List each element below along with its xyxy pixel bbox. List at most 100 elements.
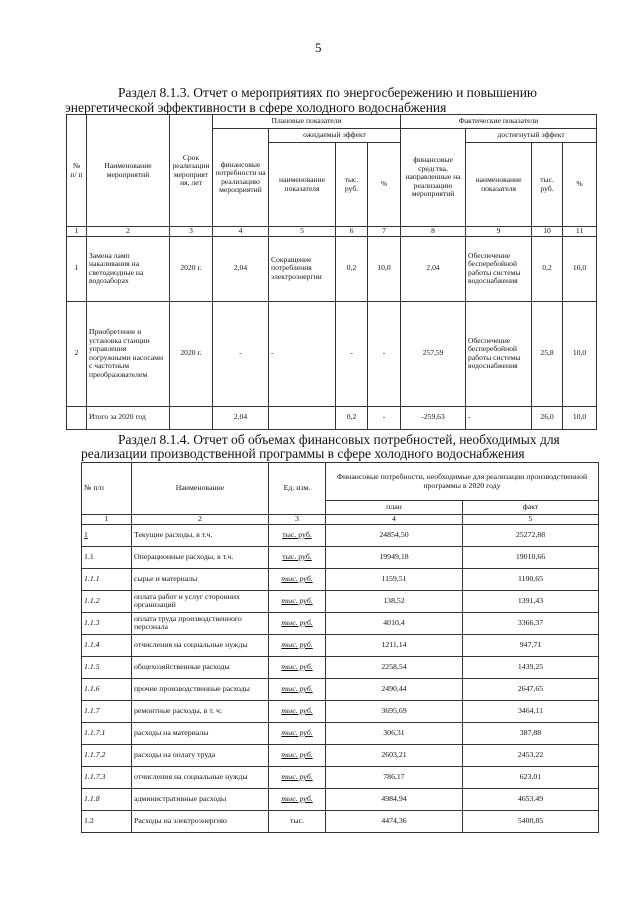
- table-cell: -259,63: [400, 405, 467, 430]
- financial-needs-table: № п/п Наименование Ед. изм. Финансовые п…: [81, 462, 599, 833]
- table-cell: тыс. руб.: [268, 523, 326, 547]
- table-cell: прочие производственные расходы: [131, 677, 269, 701]
- table-cell: Замена ламп накаливания на светодиодные …: [86, 235, 170, 302]
- header-unit: Ед. изм.: [268, 462, 326, 515]
- table-cell: расходы на оплату труда: [131, 743, 269, 767]
- table-row: 1.1.4 отчисления на социальные нужды тыс. …: [81, 633, 599, 657]
- table-cell: тыс.: [268, 809, 326, 833]
- column-number: 11: [562, 226, 598, 237]
- table-cell: 19010,66: [462, 545, 599, 569]
- header-fact: факт: [462, 500, 599, 515]
- table-cell: 4474,36: [325, 809, 463, 833]
- table-cell: -: [366, 300, 402, 407]
- table-row: 1.1.8 административные расходы тыс. руб. 49…: [81, 787, 599, 811]
- table-row: 1 Замена ламп накаливания на светодиодные…: [66, 235, 598, 302]
- table-cell: Расходы на электроэнергию: [131, 809, 269, 833]
- table-row: 1.1.7.3 отчисления на социальные нужды тыс…: [81, 765, 599, 789]
- table-cell: тыс. руб.: [268, 699, 326, 723]
- table-cell: 3464,11: [462, 699, 599, 723]
- column-number: 4: [212, 226, 269, 237]
- table-cell: отчисления на социальные нужды: [131, 765, 269, 789]
- table-cell: 0,2: [335, 235, 368, 302]
- column-numbers-row: 1 2 3 4 5 6 7 8 9 10 11: [66, 226, 598, 237]
- table-cell: 3695,69: [325, 699, 463, 723]
- table-cell: 26,0: [531, 405, 564, 430]
- header-achieved: достигнутый эффект: [465, 128, 598, 143]
- column-number: 4: [325, 514, 463, 525]
- table-cell: 1.1.2: [81, 589, 132, 613]
- page-number: 5: [315, 40, 322, 55]
- table-cell: 2,04: [212, 235, 269, 302]
- table-cell: 1.1.7.2: [81, 743, 132, 767]
- table-cell: 786,17: [325, 765, 463, 789]
- table-cell: 1.1.3: [81, 611, 132, 635]
- section2-title-line1: Раздел 8.1.4. Отчет об объемах финансовы…: [118, 432, 560, 447]
- column-number: 2: [86, 226, 170, 237]
- table-cell: Операционные расходы, в т.ч.: [131, 545, 269, 569]
- table-cell: ремонтные расходы, в т. ч:: [131, 699, 269, 723]
- table-cell: тыс. руб.: [268, 545, 326, 569]
- table-cell: 3366,37: [462, 611, 599, 635]
- table-cell: 1.1.1: [81, 567, 132, 591]
- section2-title-line2: реализации производственной программы в …: [81, 446, 525, 461]
- table-cell: 0,2: [335, 405, 368, 430]
- table-cell: 2647,65: [462, 677, 599, 701]
- table-cell: 1100,65: [462, 567, 599, 591]
- table-cell: 1.1.6: [81, 677, 132, 701]
- table-cell: 2020 г.: [169, 300, 213, 407]
- table-cell: [268, 405, 336, 430]
- table-cell: 1.2: [81, 809, 132, 833]
- table-cell: тыс. руб.: [268, 589, 326, 613]
- table-cell: Обеспечение бесперебойной работы системы…: [465, 235, 533, 302]
- table-cell: [66, 405, 87, 430]
- table-cell: 2,04: [212, 405, 269, 430]
- table-row: 1.1.7 ремонтные расходы, в т. ч: тыс. руб.…: [81, 699, 599, 723]
- table-cell: тыс. руб.: [268, 765, 326, 789]
- header-expected: ожидаемый эффект: [267, 128, 402, 143]
- table-row: 1.1.3 оплата труда производственного перс…: [81, 611, 599, 635]
- table-cell: 1439,25: [462, 655, 599, 679]
- table-row: 1.1.6 прочие производственные расходы тыс.…: [81, 677, 599, 701]
- table-cell: 306,31: [325, 721, 463, 745]
- header-ind-name2: наименование показателя: [465, 142, 533, 227]
- table-cell: общехозяйственные расходы: [131, 655, 269, 679]
- table-cell: Приобретение и установка станции управле…: [86, 300, 170, 407]
- header-ind-name: наименование показателя: [268, 142, 336, 227]
- table-cell: -: [212, 300, 269, 407]
- table-cell: 2,04: [400, 235, 467, 302]
- table-cell: 1.1.7.3: [81, 765, 132, 789]
- table-cell: 257,59: [400, 300, 467, 407]
- table-cell: 1211,14: [325, 633, 463, 657]
- header-thous2: тыс. руб.: [531, 142, 564, 227]
- table-row: 1.1.7.2 расходы на оплату труда тыс. руб. 2…: [81, 743, 599, 767]
- table-cell: 2453,22: [462, 743, 599, 767]
- table-cell: 138,52: [325, 589, 463, 613]
- table-cell: 24854,50: [325, 523, 463, 547]
- table-cell: административные расходы: [131, 787, 269, 811]
- table-cell: 2020 г.: [169, 235, 213, 302]
- table-cell: тыс. руб.: [268, 787, 326, 811]
- table-cell: 387,88: [462, 721, 599, 745]
- table-row: 1.1.2 оплата работ и услуг сторонних орга…: [81, 589, 599, 613]
- header-term: Срок реализации мероприятия, лет: [169, 114, 213, 227]
- header-thous: тыс. руб.: [335, 142, 368, 227]
- section1-title-line1: Раздел 8.1.3. Отчет о мероприятиях по эн…: [118, 85, 538, 100]
- table-cell: тыс. руб.: [268, 633, 326, 657]
- table-cell: 5400,85: [462, 809, 599, 833]
- table-row: Итого за 2020 год 2,04 0,2- -259,63-26,0 10,…: [66, 405, 598, 430]
- table-row: 1 Текущие расходы, в т.ч. тыс. руб. 24854,5…: [81, 523, 599, 547]
- table-cell: оплата работ и услуг сторонних организац…: [131, 589, 269, 613]
- table-cell: Обеспечение бесперебойной работы системы…: [465, 300, 533, 407]
- column-number: 6: [335, 226, 368, 237]
- table-cell: 2490,44: [325, 677, 463, 701]
- table-cell: Текущие расходы, в т.ч.: [131, 523, 269, 547]
- table-cell: 947,71: [462, 633, 599, 657]
- table-cell: 10,0: [562, 300, 598, 407]
- table-cell: расходы на материалы: [131, 721, 269, 745]
- table-cell: 19949,18: [325, 545, 463, 569]
- table-cell: 1.1.7: [81, 699, 132, 723]
- column-number: 1: [66, 226, 87, 237]
- table-cell: Сокращение потребления электроэнергии: [268, 235, 336, 302]
